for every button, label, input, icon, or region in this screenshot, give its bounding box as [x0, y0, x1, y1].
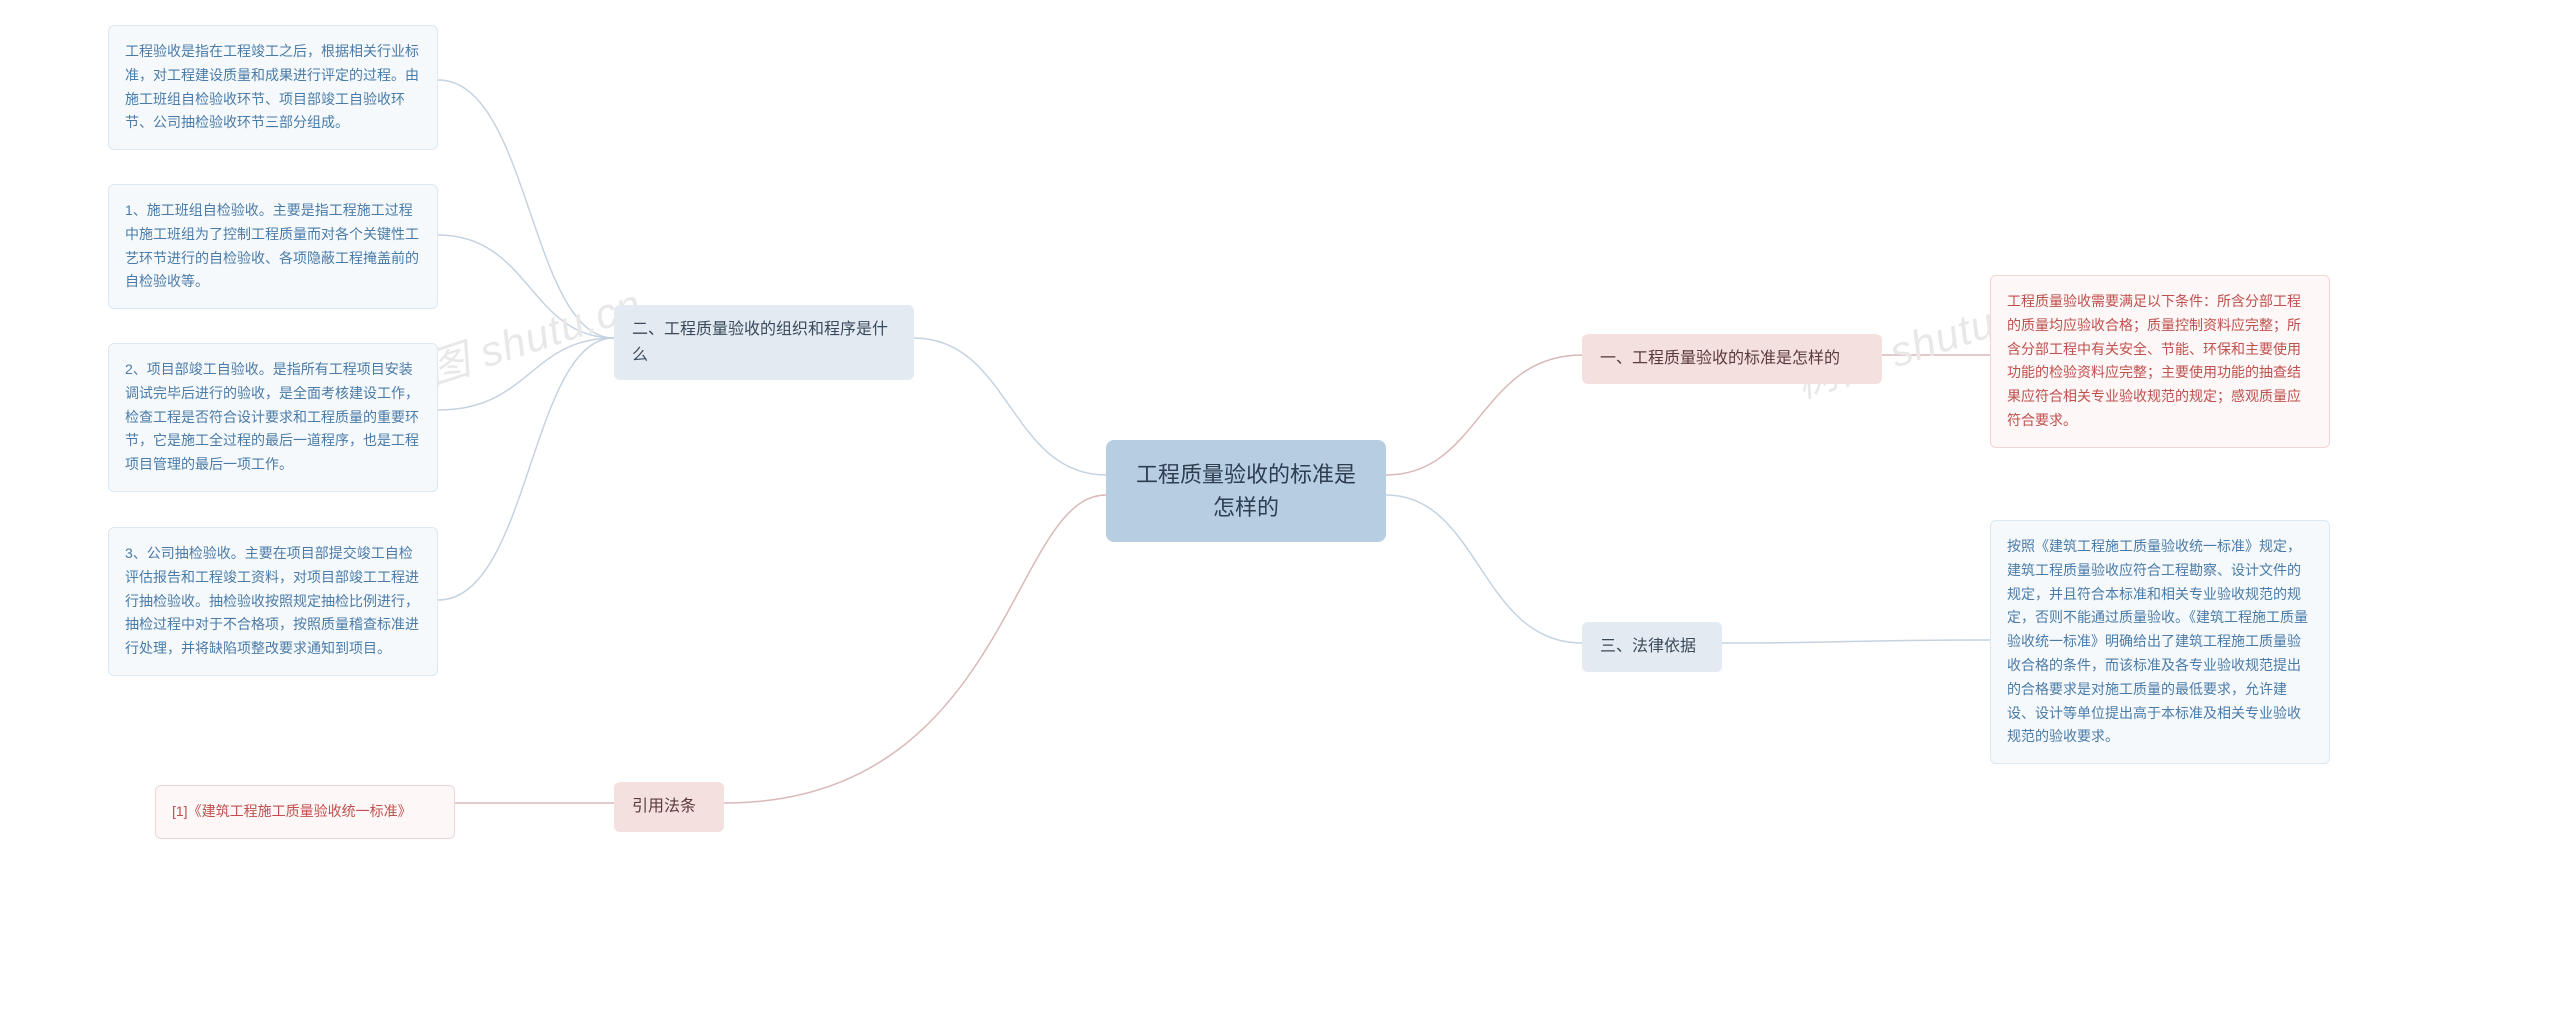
- branch-left-2[interactable]: 引用法条: [614, 782, 724, 832]
- branch-right-2[interactable]: 三、法律依据: [1582, 622, 1722, 672]
- branch-left-1[interactable]: 二、工程质量验收的组织和程序是什么: [614, 305, 914, 380]
- detail-left-2-0[interactable]: [1]《建筑工程施工质量验收统一标准》: [155, 785, 455, 839]
- detail-left-1-0[interactable]: 工程验收是指在工程竣工之后，根据相关行业标准，对工程建设质量和成果进行评定的过程…: [108, 25, 438, 150]
- detail-right-2-0[interactable]: 按照《建筑工程施工质量验收统一标准》规定，建筑工程质量验收应符合工程勘察、设计文…: [1990, 520, 2330, 764]
- detail-left-1-2[interactable]: 2、项目部竣工自验收。是指所有工程项目安装调试完毕后进行的验收，是全面考核建设工…: [108, 343, 438, 492]
- detail-left-1-3[interactable]: 3、公司抽检验收。主要在项目部提交竣工自检评估报告和工程竣工资料，对项目部竣工工…: [108, 527, 438, 676]
- center-node[interactable]: 工程质量验收的标准是怎样的: [1106, 440, 1386, 542]
- branch-right-1[interactable]: 一、工程质量验收的标准是怎样的: [1582, 334, 1882, 384]
- detail-left-1-1[interactable]: 1、施工班组自检验收。主要是指工程施工过程中施工班组为了控制工程质量而对各个关键…: [108, 184, 438, 309]
- detail-right-1-0[interactable]: 工程质量验收需要满足以下条件：所含分部工程的质量均应验收合格；质量控制资料应完整…: [1990, 275, 2330, 448]
